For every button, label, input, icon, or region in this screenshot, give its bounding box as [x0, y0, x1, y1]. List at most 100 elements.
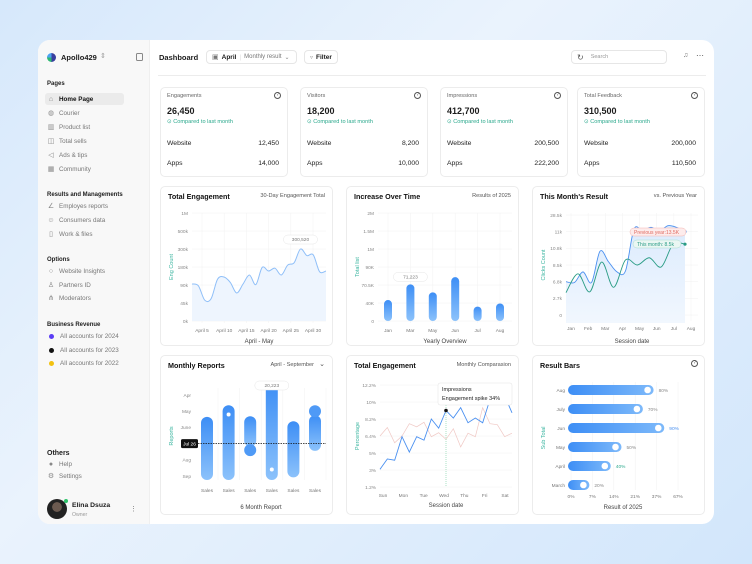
sidebar-item[interactable]: ▥ Product list	[45, 121, 124, 133]
marker-badge	[181, 439, 198, 449]
sidebar-item-label: Home Page	[59, 95, 94, 103]
chart-title: Total Engagement	[354, 361, 416, 370]
bell-icon[interactable]: ♫	[683, 52, 689, 59]
sidebar-item[interactable]: All accounts for 2022	[45, 357, 124, 369]
collapse-sidebar-icon[interactable]	[136, 53, 143, 61]
sidebar-item[interactable]: ◁ Ads & tips	[45, 149, 124, 161]
compare-link[interactable]: ⊙ Compared to last month	[167, 119, 233, 125]
bar-knob	[633, 405, 641, 413]
bar-circle	[309, 405, 321, 418]
bar	[473, 306, 482, 321]
website-label: Website	[447, 140, 472, 147]
compare-text: Compared to last month	[590, 119, 650, 125]
y-axis-label: Sub Total	[541, 427, 547, 450]
area-fill	[192, 248, 326, 321]
sidebar-item[interactable]: ◫ Total sells	[45, 135, 124, 147]
x-tick-label: Fri	[482, 493, 488, 499]
x-tick-label: Wed	[439, 493, 449, 499]
series-line	[191, 248, 327, 303]
sidebar-item[interactable]: ⋔ Moderators	[45, 292, 124, 304]
range-bar	[265, 384, 278, 480]
compare-link[interactable]: ⊙ Compared to last month	[307, 119, 373, 125]
sidebar-item-label: Settings	[59, 472, 82, 480]
chart-subtitle[interactable]: April - September	[270, 362, 314, 368]
website-value: 200,500	[534, 140, 559, 147]
tooltip	[254, 380, 290, 391]
apps-label: Apps	[307, 160, 323, 167]
sidebar-item-settings[interactable]: ⚙ Settings	[45, 470, 124, 482]
help-icon[interactable]: ?	[414, 92, 421, 99]
x-tick-label: 37%	[652, 494, 662, 500]
sidebar-item[interactable]: ◍ Courier	[45, 107, 124, 119]
compare-link[interactable]: ⊙ Compared to last month	[447, 119, 513, 125]
avatar[interactable]	[47, 499, 67, 519]
sidebar-item-label: Consumers data	[59, 216, 106, 224]
sidebar-item[interactable]: ♙ Partners ID	[45, 279, 124, 291]
user-menu-icon[interactable]: ⋮	[130, 506, 137, 513]
y-tick-label: 1M	[367, 247, 374, 253]
bar-knob	[655, 424, 662, 432]
section-heading: Pages	[47, 81, 65, 87]
bar	[384, 300, 392, 321]
help-icon[interactable]: ?	[554, 92, 561, 99]
bar-value-label: 80%	[659, 388, 669, 394]
workspace-name: Apollo429	[61, 53, 97, 62]
help-icon[interactable]: ?	[274, 92, 281, 99]
sidebar-item[interactable]: ⌂ Home Page	[45, 93, 124, 105]
sidebar-item[interactable]: ▦ Community	[45, 163, 124, 175]
sidebar-item-help[interactable]: ● Help	[45, 458, 124, 470]
x-tick-label: Sun	[379, 493, 388, 499]
y-tick-label: Jun	[557, 426, 565, 432]
apps-value: 110,500	[671, 160, 696, 167]
bar-knob	[612, 443, 619, 451]
file-icon: ▯	[49, 231, 53, 238]
x-tick-label: April 20	[260, 328, 277, 334]
website-value: 12,450	[258, 140, 279, 147]
section-heading: Business Revenue	[47, 322, 101, 328]
tooltip	[393, 272, 428, 282]
user-name: Elina Dsuza	[72, 502, 111, 509]
help-icon[interactable]: ?	[691, 360, 698, 367]
month-picker[interactable]: ▣ April | Monthly result ⌄	[206, 50, 297, 64]
filter-button[interactable]: ▿ Filter	[304, 50, 338, 64]
help-icon[interactable]: ?	[691, 92, 698, 99]
chart-subtitle: 30-Day Engagement Total	[260, 193, 325, 199]
chart-title: Monthly Reports	[168, 361, 225, 370]
more-icon[interactable]: ⋯	[696, 51, 704, 60]
sidebar-item-label: Courier	[59, 109, 80, 117]
stat-value: 310,500	[584, 106, 617, 116]
sidebar-item[interactable]: ∠ Employes reports	[45, 200, 124, 212]
bar-value-label: 90%	[669, 426, 679, 432]
sidebar-item[interactable]: ○ Website Insights	[45, 265, 124, 277]
sidebar-item[interactable]: All accounts for 2024	[45, 330, 124, 342]
result-select[interactable]: Monthly result	[244, 54, 282, 60]
chevron-down-icon[interactable]: ⌄	[319, 361, 325, 368]
range-bar	[244, 416, 257, 447]
y-tick-label: 1M	[181, 211, 188, 217]
compare-icon: ⊙	[167, 119, 172, 125]
x-tick-label: Aug	[496, 328, 505, 334]
search-input[interactable]: ↻ Search	[571, 50, 667, 64]
x-tick-label: Mar	[601, 326, 610, 332]
sidebar-item[interactable]: ☺ Consumers data	[45, 214, 124, 226]
chart-card: Total Engagement Monthly Comparasion 1.2…	[346, 355, 519, 515]
workspace-switch-icon[interactable]: ⇕	[100, 53, 106, 60]
sidebar-item-label: Total sells	[59, 137, 87, 145]
apps-label: Apps	[584, 160, 600, 167]
stat-card: Engagements ? 26,450 ⊙ Compared to last …	[160, 87, 288, 177]
sidebar-item[interactable]: ▯ Work & files	[45, 228, 124, 240]
community-icon: ▦	[47, 166, 55, 173]
y-tick-label: 70.5K	[361, 283, 374, 289]
bar	[451, 277, 460, 321]
sidebar-item[interactable]: All accounts for 2023	[45, 344, 124, 356]
header-divider	[158, 75, 706, 76]
section-heading: Options	[47, 257, 70, 263]
y-tick-label: 500k	[178, 229, 189, 235]
y-tick-label: 90k	[180, 283, 188, 289]
x-tick-label: 7%	[589, 494, 597, 500]
chart-plot: 1.2% 3% 5% 6.4% 8.2% 10% 12.2% Percentage Sessio…	[355, 382, 513, 509]
y-tick-label: April	[555, 464, 565, 470]
compare-link[interactable]: ⊙ Compared to last month	[584, 119, 650, 125]
sidebar: Apollo429 ⇕ Pages ⌂ Home Page ◍ Courier ▥ Prod…	[38, 40, 150, 524]
stat-title: Total Feedback	[584, 93, 622, 99]
